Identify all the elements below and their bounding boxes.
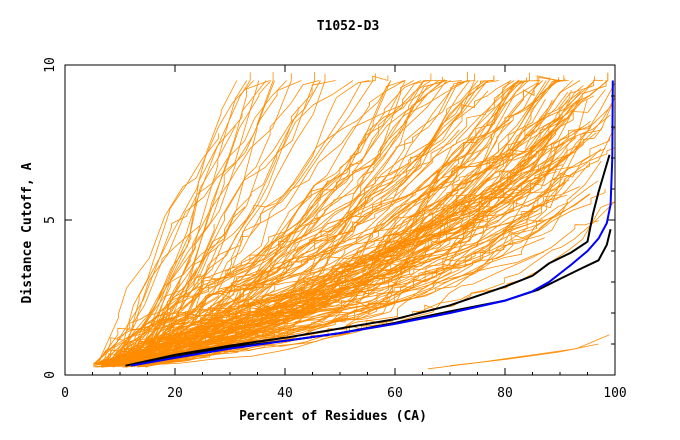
model-line: [97, 75, 495, 365]
model-line: [111, 76, 443, 368]
model-line: [93, 80, 392, 365]
model-line: [95, 80, 462, 366]
x-tick-label: 0: [61, 386, 69, 401]
y-tick-label: 5: [43, 216, 58, 224]
highlight-series-line-1: [125, 154, 611, 367]
model-line: [140, 73, 326, 366]
highlight-lines: [125, 80, 614, 367]
model-line: [94, 80, 354, 366]
y-axis-ticks: 0 5 10: [43, 57, 615, 379]
model-line: [105, 80, 260, 367]
model-line: [126, 80, 302, 365]
model-line: [113, 225, 201, 365]
model-line: [110, 145, 579, 364]
model-line: [139, 201, 616, 366]
model-line: [103, 114, 611, 368]
model-line: [130, 80, 512, 366]
model-line: [111, 80, 515, 367]
model-line: [121, 91, 581, 367]
model-line: [145, 80, 547, 368]
model-line: [116, 124, 590, 364]
y-tick-label: 10: [43, 57, 58, 73]
model-line: [114, 80, 287, 366]
x-tick-label: 40: [277, 386, 293, 401]
model-line: [93, 80, 543, 365]
model-line: [105, 80, 429, 367]
model-line: [103, 79, 520, 366]
x-tick-label: 80: [497, 386, 513, 401]
model-line: [147, 89, 606, 364]
x-axis-label: Percent of Residues (CA): [239, 409, 427, 424]
model-line: [134, 80, 321, 368]
x-tick-label: 100: [603, 386, 626, 401]
model-line: [120, 73, 376, 364]
model-line: [129, 73, 292, 364]
model-line: [123, 180, 329, 365]
model-line: [121, 80, 392, 365]
highlight-series-line-3: [130, 80, 614, 367]
model-line: [123, 80, 607, 368]
model-line: [109, 80, 406, 366]
model-line: [449, 343, 599, 367]
model-line: [143, 80, 448, 368]
x-axis-ticks: 0 20 40 60 80 100: [61, 65, 627, 401]
model-line: [96, 80, 451, 365]
model-line: [139, 188, 606, 368]
y-axis-label: Distance Cutoff, A: [20, 162, 35, 303]
model-line: [135, 72, 609, 365]
model-line: [113, 234, 192, 365]
model-line: [111, 80, 440, 365]
model-line: [103, 80, 238, 364]
model-line: [127, 126, 616, 365]
x-tick-label: 60: [387, 386, 403, 401]
x-tick-label: 20: [167, 386, 183, 401]
model-line: [142, 78, 566, 364]
model-line: [141, 146, 489, 366]
model-line: [141, 132, 597, 364]
model-line: [141, 136, 474, 364]
model-line: [101, 120, 513, 367]
chart-title: T1052-D3: [317, 19, 380, 34]
model-line: [136, 95, 595, 368]
model-line: [109, 80, 526, 367]
model-line: [97, 80, 254, 364]
model-line: [93, 80, 489, 367]
model-line: [137, 80, 248, 367]
model-line: [111, 133, 220, 366]
model-line: [131, 79, 604, 367]
model-line: [101, 80, 447, 368]
model-line: [102, 80, 320, 368]
y-tick-label: 0: [43, 371, 58, 379]
